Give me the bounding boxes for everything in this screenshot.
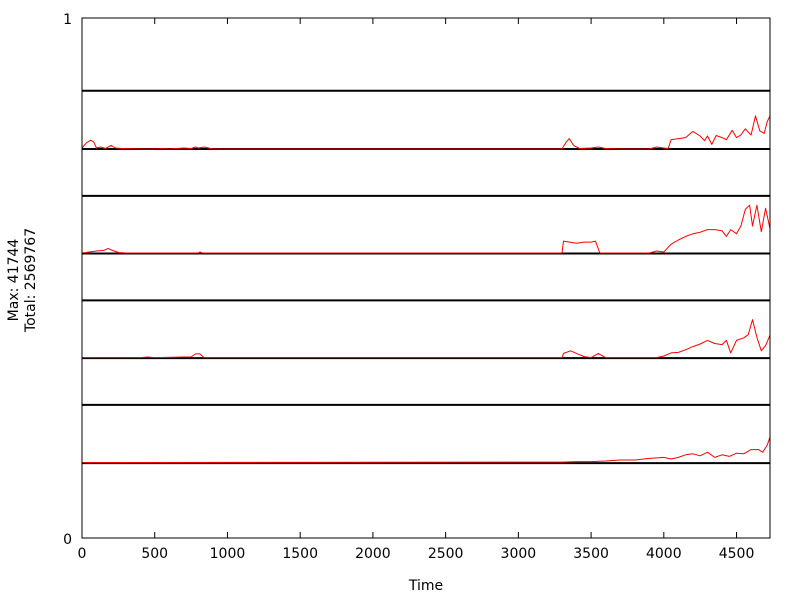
band-3-series-line — [82, 319, 771, 359]
x-tick-label-3000: 3000 — [501, 546, 537, 562]
x-tick-label-4500: 4500 — [719, 546, 755, 562]
band-4-series-line — [81, 436, 771, 464]
band-2-series-line — [81, 204, 771, 254]
x-axis-label: Time — [408, 578, 443, 594]
y-axis-label-total: Total: 2569767 — [23, 228, 39, 333]
x-tick-label-2500: 2500 — [428, 546, 464, 562]
y-tick-label-top: 1 — [63, 12, 72, 28]
plot-frame — [81, 17, 771, 539]
x-tick-label-1000: 1000 — [210, 546, 246, 562]
series-layer — [81, 115, 771, 464]
x-tick-label-1500: 1500 — [282, 546, 318, 562]
x-ticks-layer: 0 500 1000 1500 2000 2500 3000 3500 4000 4500 — [78, 18, 755, 562]
y-tick-label-bottom: 0 — [63, 532, 72, 548]
x-tick-label-3500: 3500 — [573, 546, 609, 562]
y-axis-label-max: Max: 41744 — [6, 239, 22, 322]
x-tick-label-0: 0 — [78, 546, 87, 562]
band-1-series-line — [81, 115, 771, 150]
x-tick-label-4000: 4000 — [646, 546, 682, 562]
x-tick-label-2000: 2000 — [355, 546, 391, 562]
x-tick-label-500: 500 — [141, 546, 168, 562]
